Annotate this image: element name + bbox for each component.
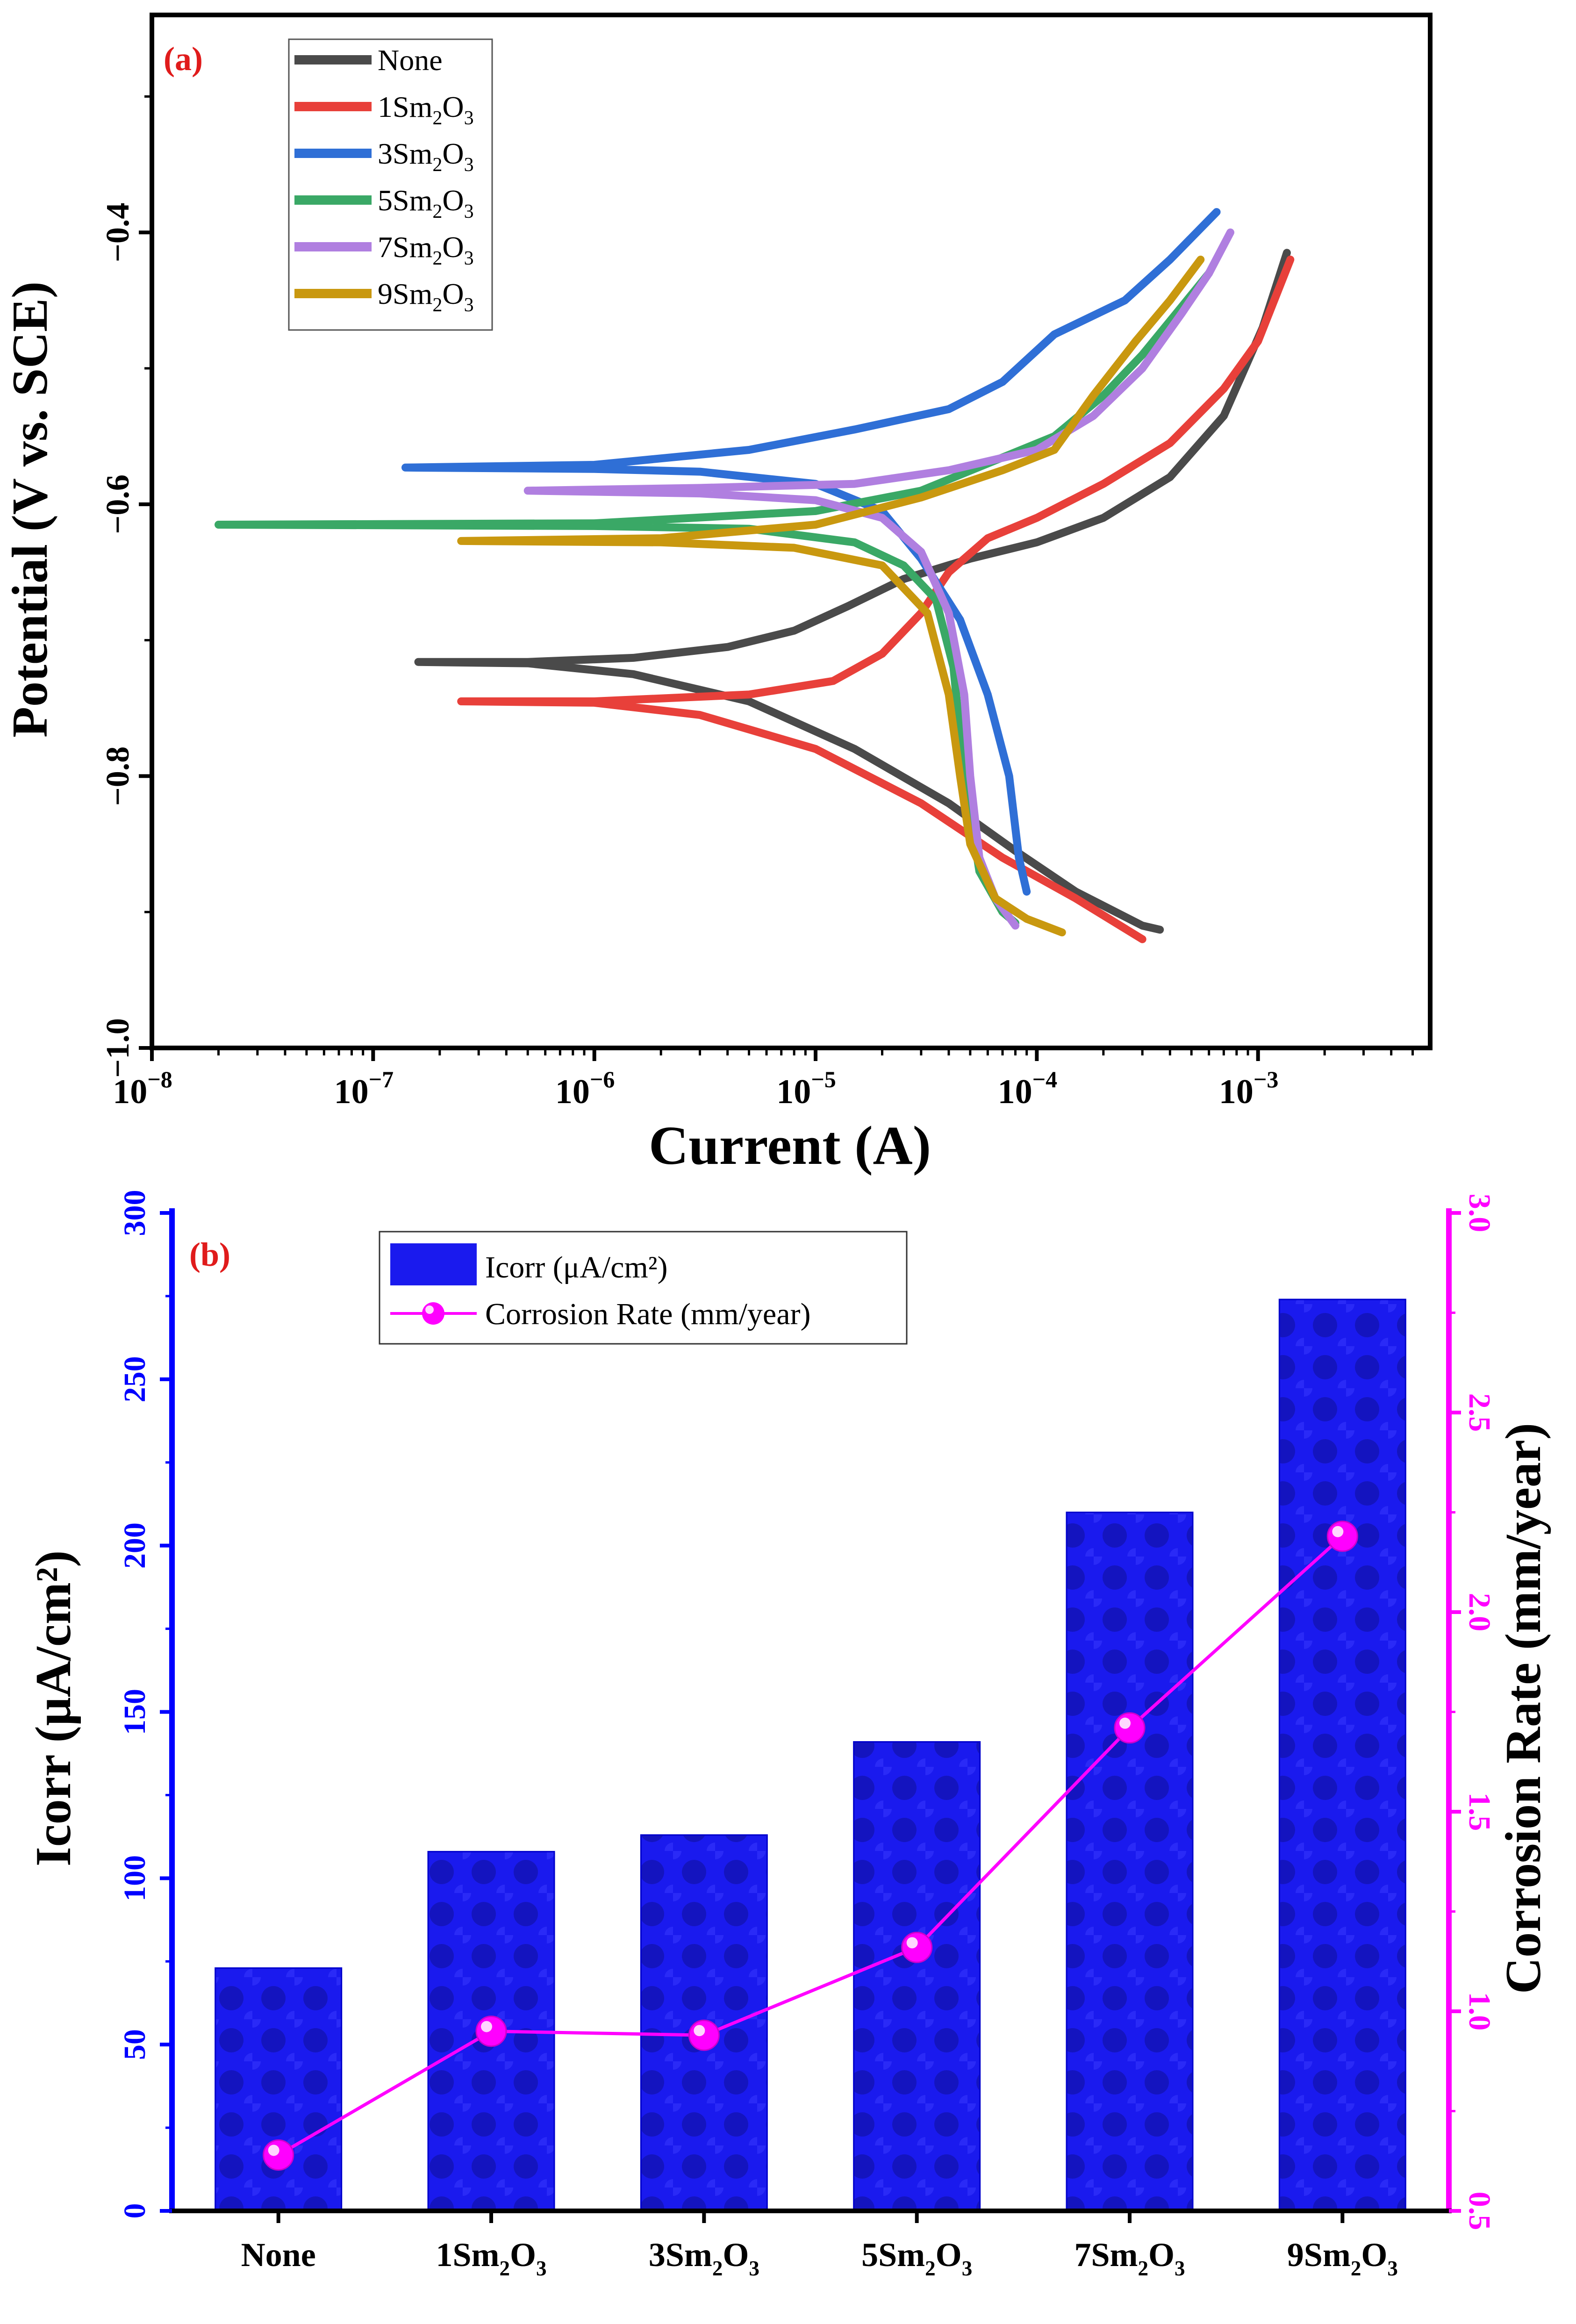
category-label: 5Sm2O3 [861,2236,972,2280]
category-label: 1Sm2O3 [436,2236,546,2280]
right-tick-label: 1.5 [1462,1793,1497,1831]
panel-label-a: (a) [164,40,203,78]
y-axis-ticks: −1.0 −0.8 −0.6 −0.4 [100,95,152,1078]
left-tick-label: 100 [118,1855,152,1901]
plot-frame-a [150,13,1433,1050]
panel-label-b: (b) [189,1236,230,1273]
series-line-3sm2o3 [401,208,1221,896]
y-tick-label: −1.0 [100,1018,136,1077]
y-tick-label: −0.6 [100,474,136,534]
x-tick-label: 10−8 [113,1066,172,1111]
category-label: None [241,2236,316,2274]
corrosion-rate-line [263,1521,1358,2171]
corrosion-rate-point-highlight [1332,1526,1344,1537]
legend-bar-swatch [390,1243,477,1285]
y-axis-title-a: Potential (V vs. SCE) [2,281,58,738]
corrosion-rate-point [263,2139,294,2171]
y-axis-title-b: Icorr (μA/cm²) [26,1550,81,1866]
x-axis-title-a: Current (A) [649,1115,931,1176]
left-tick-label: 200 [118,1522,152,1569]
icorr-bar [853,1741,981,2212]
corrosion-rate-point [688,2019,720,2051]
x-tick-label: 10−6 [555,1066,615,1111]
corrosion-rate-point [475,2016,507,2047]
right-tick-label: 2.5 [1462,1393,1497,1432]
x-tick-label: 10−7 [334,1066,394,1111]
icorr-bars [215,1298,1406,2212]
right-tick-label: 0.5 [1462,2192,1497,2231]
corrosion-rate-point [901,1931,933,1963]
polarization-series-group [215,208,1295,943]
x-tick-label: 10−3 [1219,1066,1279,1111]
series-line-7sm2o3 [523,228,1234,930]
right-tick-label: 3.0 [1462,1194,1497,1233]
right-axis-ticks: 0.5 1.0 1.5 2.0 2.5 3.0 [1449,1194,1497,2231]
legend-label-9sm2o3: 9Sm2O3 [378,277,474,316]
legend-marker-highlight [425,1305,434,1314]
category-ticks: None 1Sm2O3 3Sm2O3 5Sm2O3 7Sm2O3 9Sm2O3 [241,2211,1398,2280]
corrosion-rate-point-highlight [481,2021,492,2032]
corrosion-rate-path [277,1535,1344,2157]
polarization-chart: 10−8 10−7 10−6 10−5 10−4 10−3 −1.0 −0.8 −0.6 −0.… [2,13,1433,1176]
category-label: 7Sm2O3 [1074,2236,1185,2280]
corrosion-rate-point-highlight [1119,1717,1131,1729]
right-tick-label: 1.0 [1462,1992,1497,2031]
legend-label-icorr: Icorr (μA/cm²) [485,1250,668,1284]
x-tick-label: 10−5 [776,1066,836,1111]
y2-axis-title-b: Corrosion Rate (mm/year) [1496,1423,1551,1994]
icorr-bar [1278,1298,1406,2212]
icorr-bar [215,1967,343,2212]
legend-b: Icorr (μA/cm²) Corrosion Rate (mm/year) [379,1231,908,1345]
corrosion-rate-point-highlight [694,2025,705,2037]
legend-box-a [288,38,493,331]
legend-label-1sm2o3: 1Sm2O3 [378,90,474,129]
left-axis-ticks: 0 50 100 150 200 250 300 [118,1190,172,2219]
left-tick-label: 250 [118,1356,152,1402]
legend-label-none: None [378,43,443,77]
category-label: 3Sm2O3 [649,2236,759,2280]
series-line-9sm2o3 [457,255,1205,937]
series-line-1sm2o3 [457,255,1295,943]
left-tick-label: 300 [118,1190,152,1236]
legend-label-5sm2o3: 5Sm2O3 [378,184,474,222]
corrosion-rate-point [1326,1521,1358,1552]
legend-marker-swatch [422,1302,444,1325]
legend-label-corrosion-rate: Corrosion Rate (mm/year) [485,1297,810,1331]
right-tick-label: 2.0 [1462,1593,1497,1632]
left-tick-label: 0 [118,2203,152,2219]
legend-label-3sm2o3: 3Sm2O3 [378,137,474,176]
corrosion-chart: 0 50 100 150 200 250 300 0.5 1.0 1.5 2.0 2.5 3.0 No… [26,1190,1551,2281]
x-tick-label: 10−4 [998,1066,1058,1111]
corrosion-rate-point-highlight [268,2145,279,2156]
corrosion-rate-point-highlight [906,1937,918,1949]
legend-label-7sm2o3: 7Sm2O3 [378,230,474,269]
left-tick-label: 50 [118,2029,152,2060]
y-tick-label: −0.4 [100,203,136,262]
icorr-bar [1066,1512,1194,2212]
series-line-5sm2o3 [215,269,1213,927]
corrosion-rate-point [1114,1712,1146,1744]
x-axis-ticks: 10−8 10−7 10−6 10−5 10−4 10−3 [113,1048,1414,1111]
y-tick-label: −0.8 [100,746,136,806]
category-label: 9Sm2O3 [1287,2236,1398,2280]
left-tick-label: 150 [118,1689,152,1735]
legend-a: None 1Sm2O3 3Sm2O3 5Sm2O3 7Sm2O3 9Sm2O3 [288,38,493,331]
